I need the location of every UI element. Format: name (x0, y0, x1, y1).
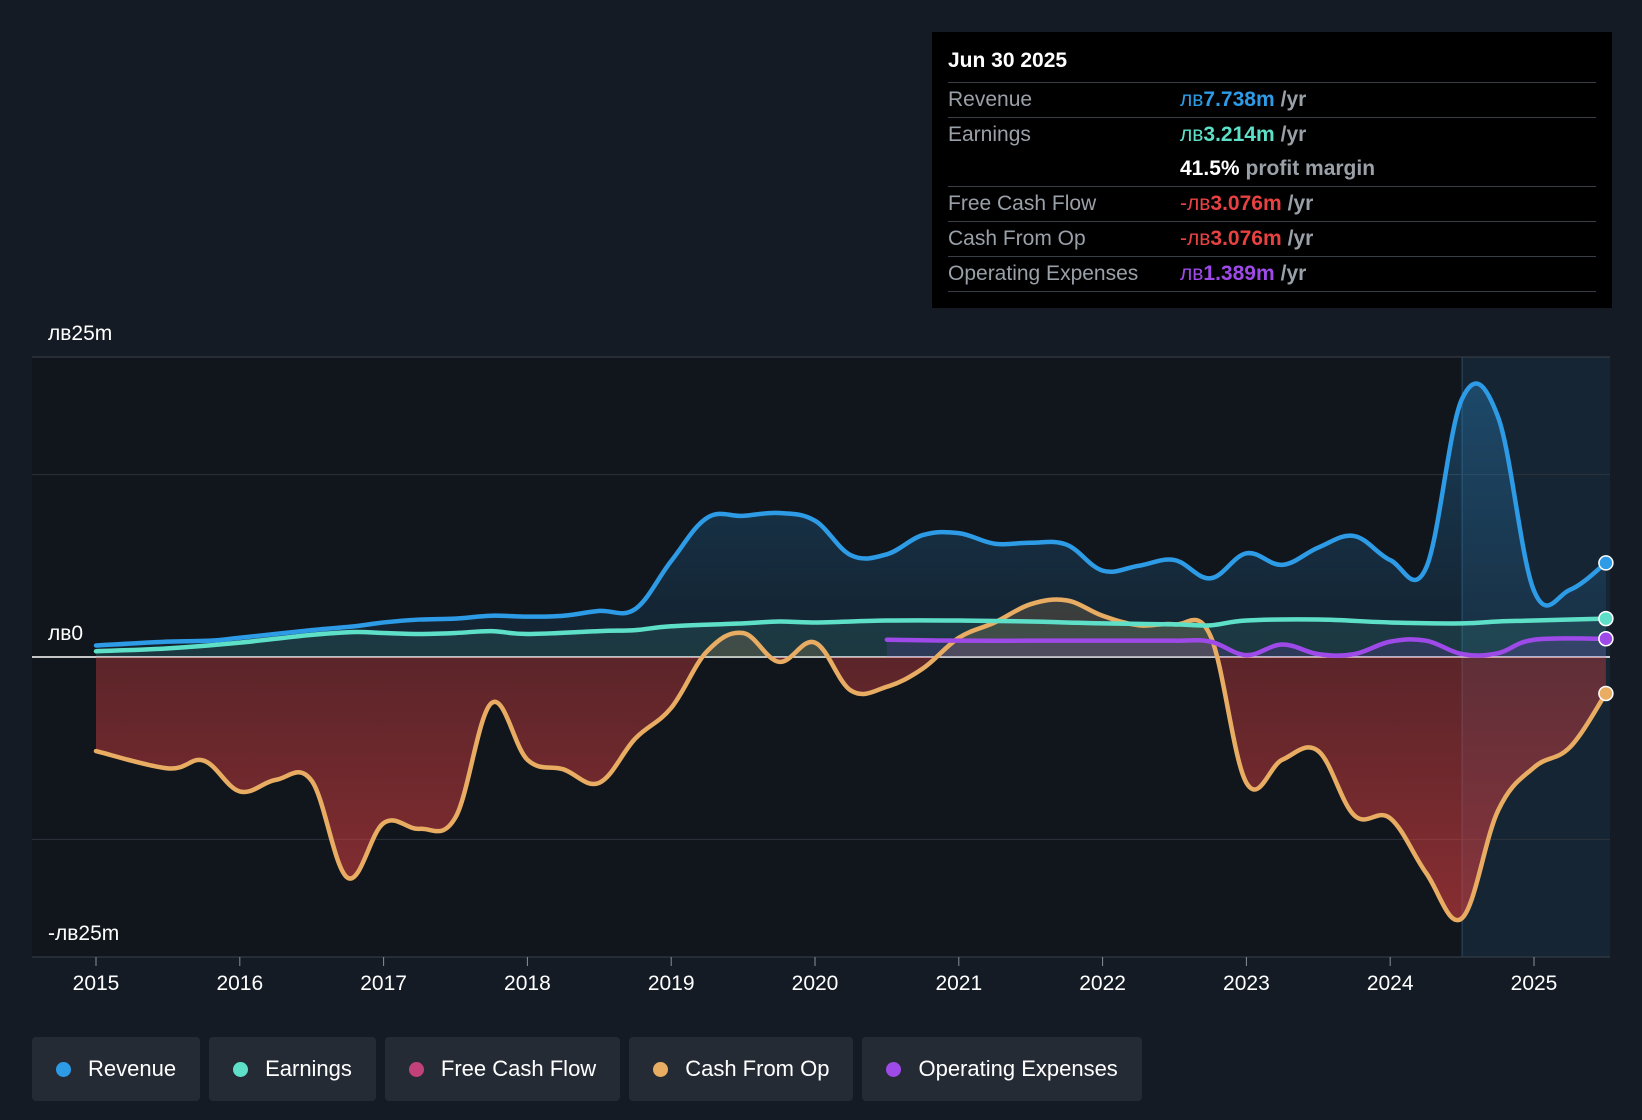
tooltip-fcf-prefix: -лв (1180, 192, 1211, 215)
opex-area (886, 638, 1606, 657)
tooltip-revenue-prefix: лв (1180, 88, 1204, 111)
fcf-dot-icon (408, 1061, 424, 1077)
x-tick-label: 2022 (1079, 972, 1126, 995)
tooltip-fcf-value: 3.076m (1210, 192, 1282, 215)
tooltip-fcf-unit: /yr (1287, 192, 1314, 215)
tooltip-margin-row: 41.5% profit margin (948, 152, 1596, 187)
cashflow-negative-area (96, 657, 1606, 921)
revenue-line (93, 381, 1609, 648)
earnings-end-dot (1598, 610, 1614, 627)
tooltip-date: Jun 30 2025 (948, 46, 1596, 83)
x-tick-label: 2015 (73, 972, 120, 995)
legend-fcf-label: Free Cash Flow (440, 1056, 597, 1081)
y-tick-label: -лв25m (48, 922, 119, 945)
opex-dot-icon (886, 1061, 902, 1077)
x-tick-label: 2016 (216, 972, 263, 995)
legend-earnings-label: Earnings (265, 1056, 352, 1081)
legend-item-opex[interactable]: Operating Expenses (862, 1037, 1142, 1101)
tooltip-earnings-label: Earnings (948, 123, 1031, 146)
tooltip-revenue-row: Revenue лв7.738m /yr (948, 83, 1596, 118)
x-tick-label: 2025 (1511, 972, 1558, 995)
x-tick-label: 2024 (1367, 972, 1414, 995)
x-tick-label: 2020 (792, 972, 839, 995)
tooltip-revenue-value: 7.738m (1203, 88, 1275, 111)
legend-opex-label: Operating Expenses (918, 1056, 1118, 1081)
tooltip-revenue-unit: /yr (1280, 88, 1307, 111)
legend-item-fcf[interactable]: Free Cash Flow (384, 1037, 621, 1101)
tooltip-cfo-unit: /yr (1287, 227, 1314, 250)
revenue-dot-icon (56, 1061, 71, 1077)
opex-end-dot (1598, 631, 1614, 647)
x-tick-label: 2023 (1223, 972, 1270, 995)
tooltip-earnings-prefix: лв (1180, 123, 1204, 146)
tooltip-opex-label: Operating Expenses (948, 262, 1139, 285)
x-tick-label: 2018 (504, 972, 551, 995)
x-tick-label: 2017 (360, 972, 407, 995)
legend-item-cfo[interactable]: Cash From Op (629, 1037, 854, 1101)
tooltip-earnings-value: 3.214m (1203, 123, 1275, 146)
tooltip-opex-row: Operating Expenses лв1.389m /yr (948, 257, 1596, 292)
x-tick-label: 2019 (648, 972, 695, 995)
tooltip-revenue-label: Revenue (948, 88, 1033, 111)
tooltip-cfo-value: 3.076m (1210, 227, 1282, 250)
revenue-area (96, 383, 1606, 657)
tooltip-opex-unit: /yr (1280, 262, 1307, 285)
tooltip-cfo-prefix: -лв (1180, 227, 1211, 250)
y-tick-label: лв0 (48, 622, 83, 645)
tooltip-fcf-label: Free Cash Flow (948, 192, 1097, 215)
legend: Revenue Earnings Free Cash Flow Cash Fro… (32, 1037, 1151, 1101)
tooltip-earnings-unit: /yr (1280, 123, 1307, 146)
legend-revenue-label: Revenue (88, 1056, 177, 1081)
tooltip-margin-value: 41.5% (1180, 157, 1240, 180)
tooltip-cfo-row: Cash From Op -лв3.076m /yr (948, 222, 1596, 257)
cfo-line (93, 597, 1609, 923)
earnings-line (93, 616, 1609, 654)
earnings-dot-icon (233, 1061, 249, 1077)
y-tick-label: лв25m (48, 322, 112, 345)
legend-cfo-label: Cash From Op (685, 1056, 830, 1081)
legend-item-earnings[interactable]: Earnings (209, 1037, 376, 1101)
cfo-end-dot (1598, 685, 1614, 702)
legend-item-revenue[interactable]: Revenue (32, 1037, 201, 1101)
x-tick-label: 2021 (935, 972, 982, 995)
tooltip-fcf-row: Free Cash Flow -лв3.076m /yr (948, 187, 1596, 222)
opex-line (884, 636, 1609, 658)
tooltip-opex-prefix: лв (1180, 262, 1204, 285)
tooltip-opex-value: 1.389m (1203, 262, 1275, 285)
tooltip-earnings-row: Earnings лв3.214m /yr (948, 118, 1596, 152)
revenue-end-dot (1598, 555, 1614, 571)
cfo-dot-icon (653, 1061, 669, 1077)
tooltip-margin-text: profit margin (1245, 157, 1376, 180)
tooltip-panel: Jun 30 2025 Revenue лв7.738m /yr Earning… (932, 32, 1612, 308)
tooltip-cfo-label: Cash From Op (948, 227, 1086, 250)
